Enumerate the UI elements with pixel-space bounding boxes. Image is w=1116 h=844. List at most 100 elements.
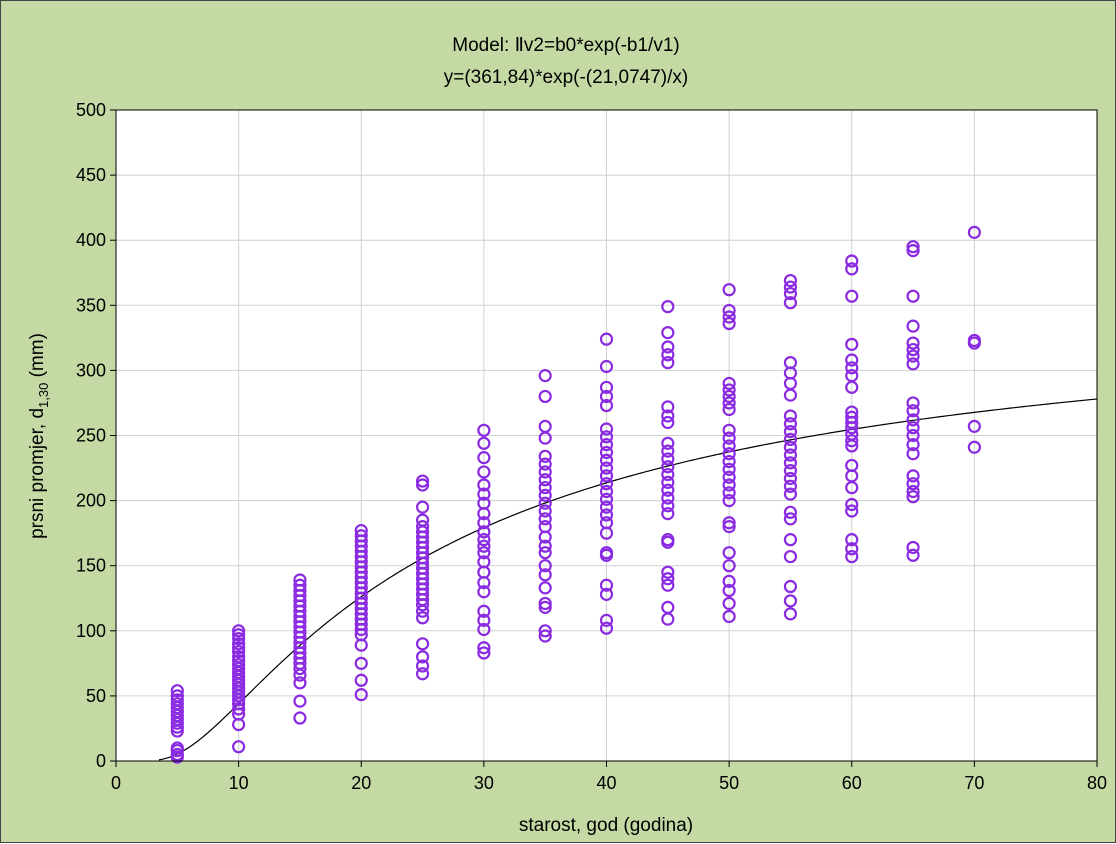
data-point-x45-14 — [661, 483, 675, 497]
data-point-x40-3 — [599, 389, 614, 404]
data-point-x40-15 — [599, 500, 614, 514]
data-point-x55-11 — [783, 432, 798, 447]
data-point-x45-11 — [661, 460, 675, 474]
data-point-x35-14 — [538, 530, 552, 544]
data-point-x35-6 — [538, 465, 552, 479]
y-tick-label-300: 300 — [76, 360, 106, 380]
data-point-x60-3 — [845, 337, 859, 351]
data-point-x30-3 — [477, 465, 491, 479]
data-point-x40-2 — [599, 380, 614, 394]
data-point-x50-14 — [722, 462, 736, 476]
data-point-x15-20 — [293, 694, 307, 708]
data-point-x30-4 — [477, 478, 491, 492]
data-point-x70-4 — [967, 440, 981, 454]
data-point-x10-19 — [232, 702, 246, 716]
data-point-x40-16 — [599, 508, 614, 522]
x-tick-label-10: 10 — [229, 773, 249, 793]
data-point-x65-10 — [906, 413, 920, 427]
data-point-x70-0 — [967, 225, 981, 239]
data-point-x40-11 — [599, 469, 614, 483]
fitted-curve — [158, 398, 1098, 761]
data-point-x40-24 — [599, 621, 614, 635]
data-point-x25-25 — [415, 667, 430, 681]
data-point-x45-22 — [661, 578, 675, 592]
data-point-x40-14 — [599, 492, 614, 506]
data-point-x35-17 — [538, 559, 552, 573]
data-point-x35-1 — [538, 389, 552, 404]
data-point-x35-8 — [538, 480, 552, 495]
y-tick-label-0: 0 — [96, 751, 106, 771]
data-point-x10-0 — [232, 624, 246, 638]
data-point-x50-11 — [722, 439, 736, 453]
x-tick-label-70: 70 — [964, 773, 984, 793]
data-point-x55-15 — [783, 464, 798, 478]
data-point-x55-16 — [783, 471, 798, 486]
y-axis-label-main: prsni promjer, d — [27, 408, 48, 539]
data-point-x55-19 — [783, 505, 798, 519]
data-point-x35-12 — [538, 512, 552, 526]
data-point-x55-23 — [783, 579, 798, 594]
data-point-x55-13 — [783, 448, 798, 462]
data-point-x25-22 — [415, 637, 430, 651]
x-tick-label-50: 50 — [719, 773, 739, 793]
data-point-x35-23 — [538, 629, 552, 643]
data-point-x55-2 — [783, 286, 798, 301]
data-point-x20-19 — [354, 622, 368, 637]
data-point-x15-21 — [293, 711, 307, 725]
data-point-x20-21 — [354, 638, 368, 652]
data-point-x40-9 — [599, 453, 614, 467]
data-point-x50-0 — [722, 283, 736, 297]
data-point-x10-5 — [232, 645, 246, 659]
data-point-x40-20 — [599, 548, 614, 562]
data-point-x55-18 — [783, 487, 798, 501]
data-point-x65-2 — [906, 289, 920, 303]
data-point-x50-15 — [722, 470, 736, 484]
data-point-x65-1 — [906, 244, 920, 258]
data-point-x55-20 — [783, 512, 798, 526]
data-point-x5-8 — [170, 716, 184, 730]
data-point-x60-13 — [845, 434, 859, 448]
plot-border — [115, 109, 1098, 762]
data-point-x25-24 — [415, 659, 430, 673]
data-point-x40-0 — [599, 332, 614, 346]
data-point-x35-21 — [538, 600, 552, 614]
data-point-x45-8 — [661, 436, 675, 450]
data-point-x60-5 — [845, 361, 859, 375]
data-point-x15-19 — [293, 676, 307, 690]
data-point-x50-2 — [722, 310, 736, 324]
data-point-x55-17 — [783, 479, 798, 493]
data-point-x40-5 — [599, 422, 614, 436]
data-point-x30-16 — [477, 585, 491, 599]
data-point-x5-9 — [170, 720, 184, 734]
data-point-x50-25 — [722, 596, 736, 611]
data-point-x35-0 — [538, 369, 552, 383]
data-point-x40-18 — [599, 526, 614, 540]
data-point-x30-18 — [477, 613, 491, 627]
data-point-x65-6 — [906, 349, 920, 363]
data-point-x50-1 — [722, 303, 736, 318]
data-point-x10-17 — [232, 693, 246, 707]
data-point-x55-9 — [783, 417, 798, 431]
data-point-x50-12 — [722, 447, 736, 461]
data-point-x45-1 — [661, 326, 675, 340]
x-tick-label-60: 60 — [842, 773, 862, 793]
data-point-x40-13 — [599, 484, 614, 499]
x-tick-label-0: 0 — [111, 773, 121, 793]
data-point-x35-5 — [538, 457, 552, 471]
data-point-x30-20 — [477, 641, 491, 655]
data-point-x55-22 — [783, 549, 798, 564]
data-point-x35-7 — [538, 473, 552, 487]
data-point-x60-11 — [845, 421, 859, 435]
data-point-x30-15 — [477, 576, 491, 590]
data-point-x45-7 — [661, 415, 675, 430]
x-tick-label-20: 20 — [351, 773, 371, 793]
x-tick-label-40: 40 — [596, 773, 616, 793]
data-point-x30-17 — [477, 604, 491, 618]
data-point-x35-16 — [538, 546, 552, 560]
data-point-x70-2 — [967, 336, 981, 350]
data-point-x50-19 — [722, 516, 736, 530]
data-point-x50-8 — [722, 402, 736, 417]
data-point-x50-5 — [722, 383, 736, 397]
y-axis-label: prsni promjer, d1,30 (mm) — [27, 333, 51, 539]
y-tick-label-150: 150 — [76, 556, 106, 576]
